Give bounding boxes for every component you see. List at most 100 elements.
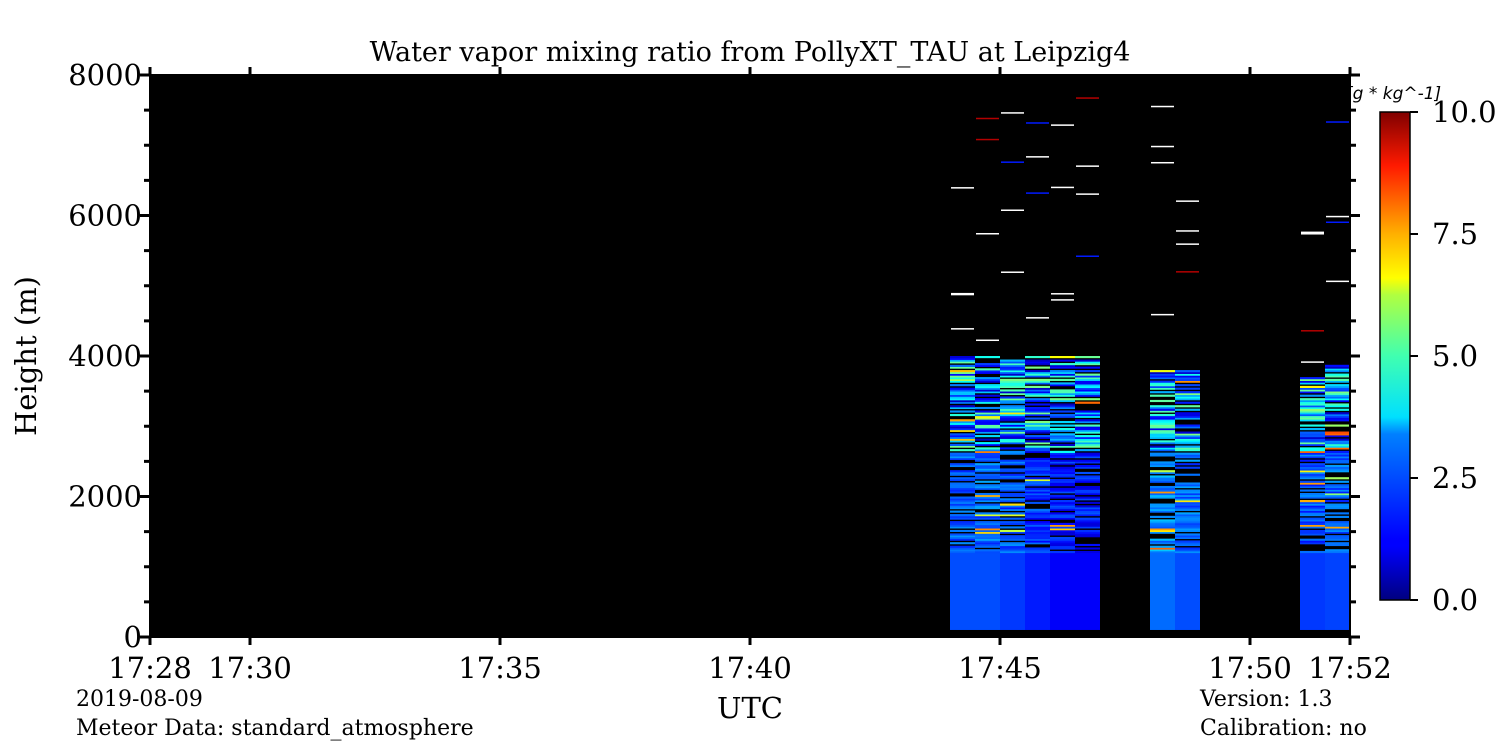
profile-cell bbox=[1175, 412, 1200, 415]
profile-cell bbox=[1300, 440, 1325, 443]
profile-cell bbox=[1075, 387, 1100, 390]
profile-cell bbox=[1050, 529, 1075, 533]
profile-cell bbox=[1075, 442, 1100, 445]
profile-cell bbox=[1300, 466, 1325, 469]
profile-cell bbox=[1075, 426, 1100, 429]
profile-cell bbox=[1325, 536, 1350, 540]
profile-cell bbox=[1000, 413, 1025, 417]
profile-cell bbox=[1300, 522, 1325, 525]
profile-cell bbox=[1175, 501, 1200, 504]
profile-cell bbox=[1325, 438, 1350, 441]
profile-cell bbox=[1300, 496, 1325, 499]
profile-cell bbox=[975, 380, 1000, 383]
profile-cell bbox=[1150, 377, 1175, 380]
profile-cell bbox=[1000, 431, 1025, 434]
profile-cell bbox=[1150, 408, 1175, 411]
profile-cell bbox=[1300, 428, 1325, 431]
profile-cell bbox=[1075, 519, 1100, 522]
profile-cell bbox=[1325, 492, 1350, 496]
profile-cell bbox=[1325, 396, 1350, 399]
profile-cell bbox=[1000, 450, 1025, 453]
profile-sparse-point bbox=[1026, 156, 1049, 158]
profile-cell bbox=[1000, 436, 1025, 439]
profile-cell bbox=[1000, 440, 1025, 443]
profile-sparse-point bbox=[1001, 209, 1024, 211]
profile-cell bbox=[1000, 435, 1025, 438]
profile-cell bbox=[1050, 536, 1075, 540]
profile-cell bbox=[1075, 550, 1100, 554]
profile-cell bbox=[950, 482, 975, 485]
profile-cell bbox=[1025, 484, 1050, 487]
profile-cell bbox=[950, 426, 975, 429]
profile-cell bbox=[1000, 514, 1025, 517]
profile-cell bbox=[1000, 492, 1025, 496]
profile-cell bbox=[1325, 470, 1350, 473]
profile-cell bbox=[1150, 542, 1175, 545]
profile-cell bbox=[1075, 543, 1100, 547]
profile-cell bbox=[1050, 413, 1075, 417]
profile-cell bbox=[1175, 519, 1200, 522]
profile-cell bbox=[1075, 429, 1100, 432]
profile-cell bbox=[1300, 405, 1325, 408]
profile-cell bbox=[1150, 492, 1175, 496]
profile-cell bbox=[1075, 535, 1100, 538]
profile-cell bbox=[1300, 503, 1325, 506]
profile-cell bbox=[1075, 370, 1100, 373]
profile-cell bbox=[1000, 470, 1025, 473]
profile-cell bbox=[1300, 521, 1325, 524]
profile-cell bbox=[950, 545, 975, 548]
profile-cell bbox=[1300, 431, 1325, 434]
profile-cell bbox=[1300, 473, 1325, 476]
profile-cell bbox=[1300, 480, 1325, 483]
profile-cell bbox=[1325, 391, 1350, 394]
profile-cell bbox=[1325, 403, 1350, 406]
profile-cell bbox=[1025, 450, 1050, 453]
profile-cell bbox=[1325, 543, 1350, 547]
profile-cell bbox=[1075, 361, 1100, 364]
profile-cell bbox=[1000, 526, 1025, 529]
profile-cell bbox=[950, 406, 975, 410]
profile-cell bbox=[1150, 538, 1175, 541]
profile-cell bbox=[1050, 450, 1075, 453]
profile-cell bbox=[1000, 447, 1025, 450]
profile-cell bbox=[1025, 361, 1050, 364]
profile-cell bbox=[1025, 408, 1050, 411]
profile-cell bbox=[1150, 406, 1175, 410]
profile-cell bbox=[1075, 512, 1100, 515]
profile-cell bbox=[1175, 503, 1200, 506]
profile-cell bbox=[975, 485, 1000, 489]
profile-cell bbox=[1325, 440, 1350, 443]
profile-cell bbox=[1175, 543, 1200, 547]
profile-cell bbox=[1150, 410, 1175, 413]
x-axis: 17:28 17:30 17:35 17:40 17:45 17:50 17:52 bbox=[108, 67, 1392, 685]
profile-cell bbox=[1175, 522, 1200, 525]
profile-cell bbox=[975, 428, 1000, 431]
profile-cell bbox=[1300, 463, 1325, 466]
profile-cell bbox=[1325, 468, 1350, 471]
profile-cell bbox=[1075, 478, 1100, 482]
profile-cell bbox=[1075, 449, 1100, 452]
profile-cell bbox=[1000, 433, 1025, 436]
profile-cell bbox=[1050, 366, 1075, 369]
profile-cell bbox=[1150, 507, 1175, 510]
profile-cell bbox=[950, 526, 975, 529]
profile-cell bbox=[1150, 494, 1175, 497]
profile-cell bbox=[1325, 392, 1350, 396]
profile-cell bbox=[975, 470, 1000, 473]
profile-cell bbox=[975, 475, 1000, 478]
profile-cell bbox=[1025, 363, 1050, 366]
profile-cell bbox=[1175, 454, 1200, 457]
profile-cell bbox=[1000, 373, 1025, 376]
profile-cell bbox=[1000, 477, 1025, 480]
profile-cell bbox=[975, 454, 1000, 457]
profile-cell bbox=[950, 533, 975, 536]
y-tick-label: 4000 bbox=[68, 339, 142, 373]
footer-date: 2019-08-09 bbox=[76, 687, 203, 712]
profile-cell bbox=[975, 512, 1000, 515]
profile-cell bbox=[975, 356, 1000, 359]
profile-cell bbox=[950, 524, 975, 527]
profile-cell bbox=[975, 515, 1000, 518]
profile-cell bbox=[1150, 485, 1175, 489]
profile-sparse-point bbox=[1076, 255, 1099, 257]
profile-cell bbox=[1000, 507, 1025, 510]
